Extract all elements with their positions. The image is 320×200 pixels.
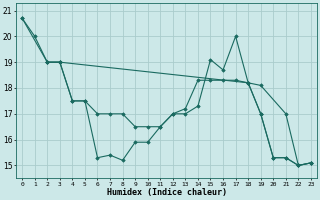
X-axis label: Humidex (Indice chaleur): Humidex (Indice chaleur) bbox=[107, 188, 227, 197]
